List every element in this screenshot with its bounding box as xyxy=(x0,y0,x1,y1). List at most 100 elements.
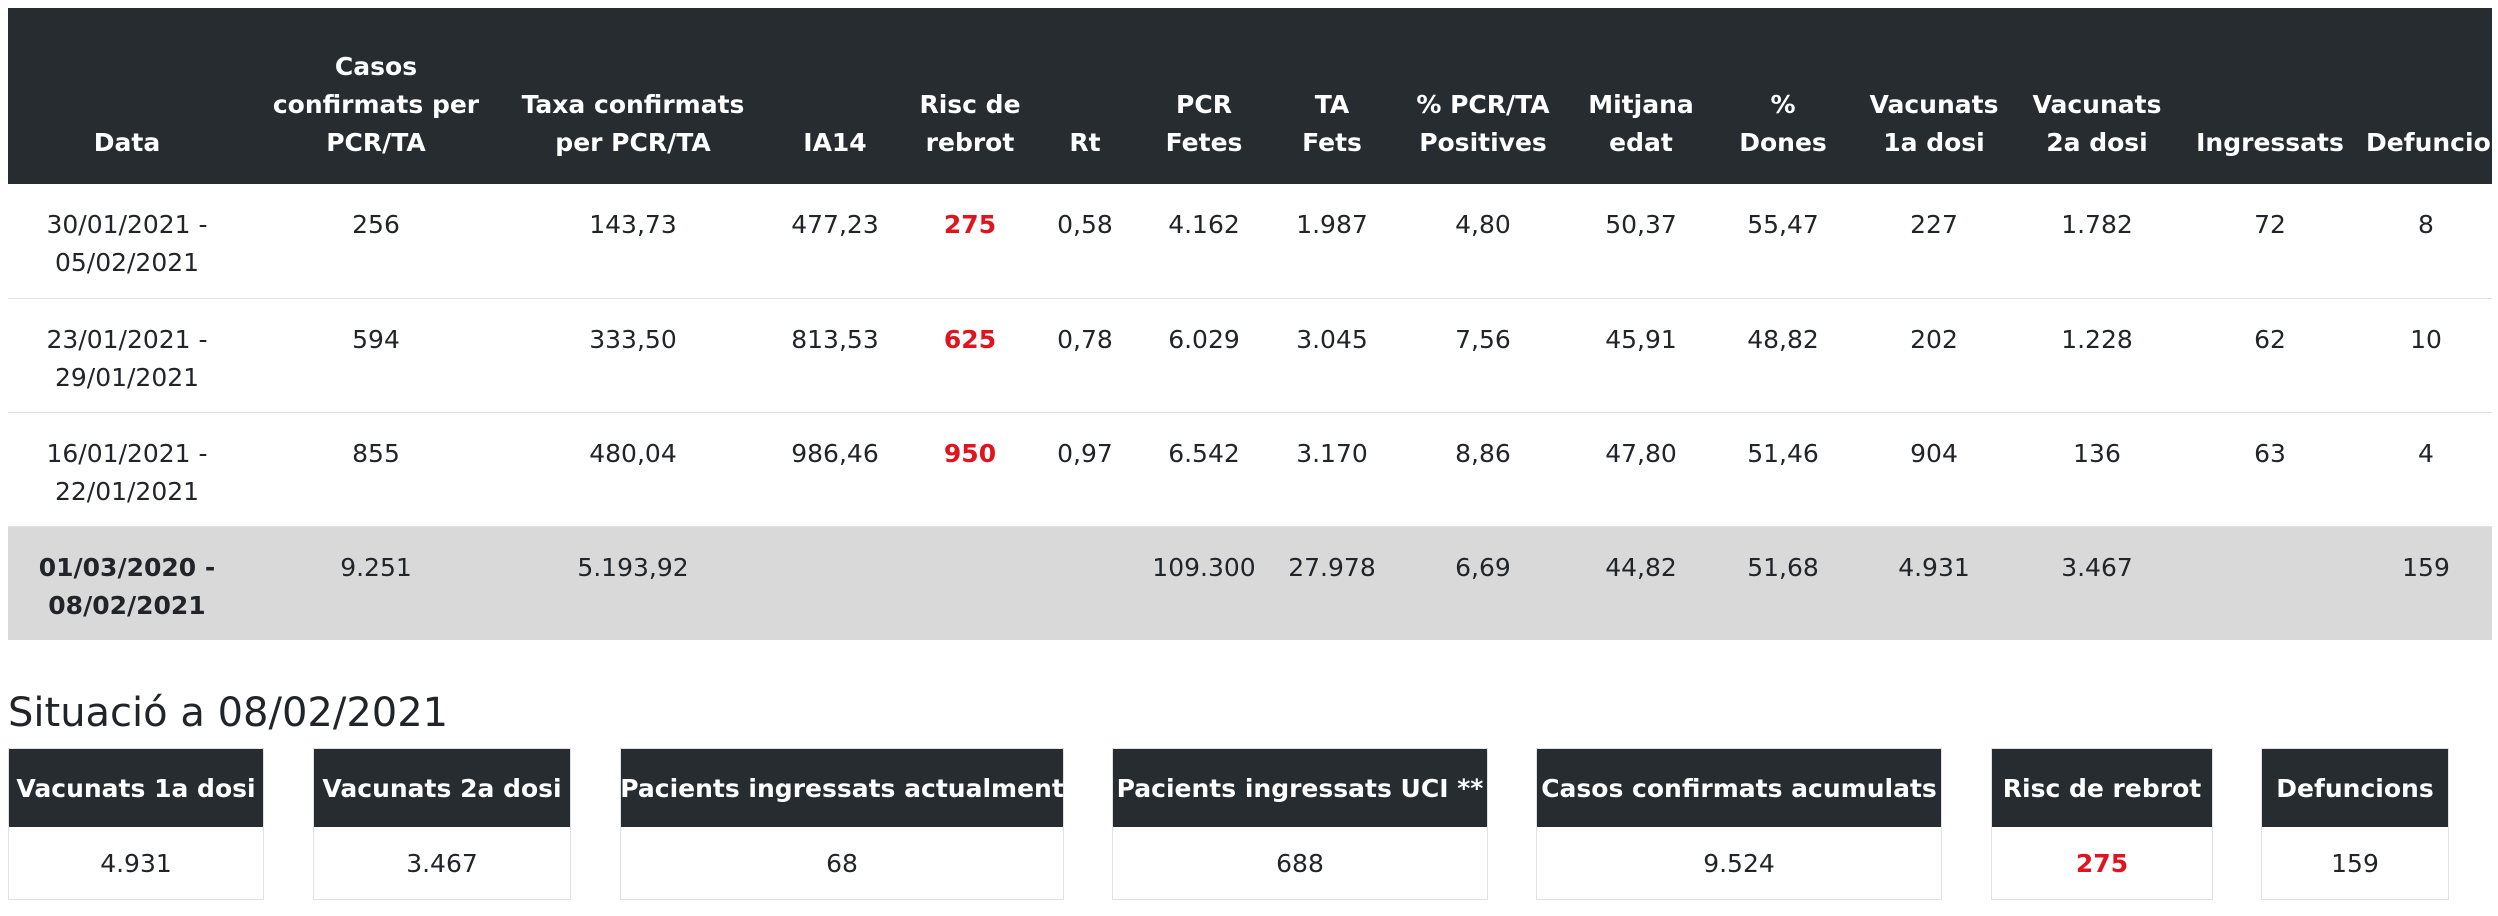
cell-vaccinated-2nd: 136 xyxy=(2014,411,2180,526)
cell-confirmed-cases: 594 xyxy=(246,297,506,412)
card-label: Vacunats 2a dosi xyxy=(314,749,570,827)
weekly-data-table: Data Casos confirmats per PCR/TA Taxa conf… xyxy=(8,8,2498,640)
table-row: 23/01/2021 -29/01/2021 594 333,50 813,53… xyxy=(8,297,2492,412)
table-row: 16/01/2021 -22/01/2021 855 480,04 986,46… xyxy=(8,411,2492,526)
cell-admitted: 72 xyxy=(2254,210,2286,239)
cell-confirmed-cases: 256 xyxy=(352,210,400,239)
card-cumulative-cases: Casos confirmats acumulats 9.524 xyxy=(1536,748,1942,900)
col-header-admitted: Ingressats xyxy=(2180,8,2360,184)
card-deaths: Defuncions 159 xyxy=(2261,748,2449,900)
card-label: Risc de rebrot xyxy=(1992,749,2212,827)
cell-mean-age: 50,37 xyxy=(1605,210,1677,239)
col-header-date: Data xyxy=(8,8,246,184)
cell-mean-age: 44,82 xyxy=(1570,525,1712,640)
cell-ta-done: 1.987 xyxy=(1296,210,1368,239)
col-header-women-pct: % Dones xyxy=(1712,8,1854,184)
col-header-rt: Rt xyxy=(1030,8,1140,184)
card-outbreak-risk: Risc de rebrot 275 xyxy=(1991,748,2213,900)
col-header-ia14: IA14 xyxy=(760,8,910,184)
cell-rt xyxy=(1030,525,1140,640)
card-value: 275 xyxy=(2075,848,2129,878)
cell-outbreak-risk: 625 xyxy=(910,297,1030,412)
card-label: Pacients ingressats UCI ** xyxy=(1113,749,1487,827)
cell-date: 16/01/2021 -22/01/2021 xyxy=(8,411,246,526)
card-vaccinated-2nd: Vacunats 2a dosi 3.467 xyxy=(313,748,571,900)
card-label: Vacunats 1a dosi xyxy=(9,749,263,827)
cell-outbreak-risk xyxy=(910,525,1030,640)
cell-confirmed-rate: 480,04 xyxy=(506,411,760,526)
col-header-mean-age: Mitjana edat xyxy=(1570,8,1712,184)
cell-women-pct: 51,68 xyxy=(1712,525,1854,640)
cell-pcr-done: 4.162 xyxy=(1168,210,1240,239)
cell-ia14 xyxy=(760,525,910,640)
cell-date: 30/01/2021 -05/02/2021 xyxy=(46,210,208,277)
cell-ta-done: 3.170 xyxy=(1268,411,1396,526)
cell-date: 23/01/2021 -29/01/2021 xyxy=(8,297,246,412)
cell-vaccinated-2nd: 3.467 xyxy=(2014,525,2180,640)
card-value: 9.524 xyxy=(1703,848,1775,878)
cell-ia14: 986,46 xyxy=(760,411,910,526)
cell-deaths: 159 xyxy=(2360,525,2492,640)
card-patients-admitted: Pacients ingressats actualment 68 xyxy=(620,748,1064,900)
cell-pcr-done: 6.029 xyxy=(1140,297,1268,412)
cell-ia14: 477,23 xyxy=(791,210,879,239)
card-value: 4.931 xyxy=(100,848,172,878)
cell-confirmed-rate: 5.193,92 xyxy=(506,525,760,640)
cell-admitted: 62 xyxy=(2180,297,2360,412)
cell-confirmed-cases: 9.251 xyxy=(246,525,506,640)
cell-mean-age: 47,80 xyxy=(1570,411,1712,526)
cell-pcr-done: 109.300 xyxy=(1140,525,1268,640)
cell-vaccinated-2nd: 1.782 xyxy=(2061,210,2133,239)
cell-deaths: 4 xyxy=(2360,411,2492,526)
cell-mean-age: 45,91 xyxy=(1570,297,1712,412)
situation-title: Situació a 08/02/2021 xyxy=(8,690,449,736)
cell-confirmed-cases: 855 xyxy=(246,411,506,526)
cell-vaccinated-1st: 4.931 xyxy=(1854,525,2014,640)
card-value: 68 xyxy=(826,848,858,878)
cell-women-pct: 51,46 xyxy=(1712,411,1854,526)
table-header-row: Data Casos confirmats per PCR/TA Taxa conf… xyxy=(8,8,2498,184)
cell-positive-pct: 4,80 xyxy=(1455,210,1511,239)
cell-positive-pct: 7,56 xyxy=(1396,297,1570,412)
cell-ia14: 813,53 xyxy=(760,297,910,412)
col-header-positive-pct: % PCR/TA Positives xyxy=(1396,8,1570,184)
cell-ta-done: 27.978 xyxy=(1268,525,1396,640)
card-vaccinated-1st: Vacunats 1a dosi 4.931 xyxy=(8,748,264,900)
table-row: 30/01/2021 -05/02/2021 256 143,73 477,23… xyxy=(8,184,2492,298)
col-header-ta-done: TA Fets xyxy=(1268,8,1396,184)
cell-positive-pct: 8,86 xyxy=(1396,411,1570,526)
cell-outbreak-risk: 950 xyxy=(910,411,1030,526)
card-label: Defuncions xyxy=(2262,749,2448,827)
card-label: Casos confirmats acumulats xyxy=(1537,749,1941,827)
cell-admitted xyxy=(2180,525,2360,640)
col-header-outbreak-risk: Risc de rebrot xyxy=(910,8,1030,184)
cell-outbreak-risk: 275 xyxy=(943,210,997,239)
card-patients-icu: Pacients ingressats UCI ** 688 xyxy=(1112,748,1488,900)
card-value: 159 xyxy=(2331,848,2379,878)
cell-vaccinated-1st: 227 xyxy=(1910,210,1958,239)
cell-deaths: 8 xyxy=(2418,210,2434,239)
cell-vaccinated-1st: 904 xyxy=(1854,411,2014,526)
col-header-deaths: Defuncions xyxy=(2360,8,2498,184)
cell-positive-pct: 6,69 xyxy=(1396,525,1570,640)
cell-pcr-done: 6.542 xyxy=(1140,411,1268,526)
cell-women-pct: 48,82 xyxy=(1712,297,1854,412)
card-label: Pacients ingressats actualment xyxy=(620,749,1064,827)
card-value: 3.467 xyxy=(406,848,478,878)
table-total-row: 01/03/2020 -08/02/2021 9.251 5.193,92 10… xyxy=(8,525,2492,640)
cell-date: 01/03/2020 -08/02/2021 xyxy=(8,525,246,640)
cell-deaths: 10 xyxy=(2360,297,2492,412)
card-value: 688 xyxy=(1276,848,1324,878)
cell-confirmed-rate: 333,50 xyxy=(506,297,760,412)
cell-admitted: 63 xyxy=(2180,411,2360,526)
cell-vaccinated-1st: 202 xyxy=(1854,297,2014,412)
cell-vaccinated-2nd: 1.228 xyxy=(2014,297,2180,412)
col-header-confirmed-rate: Taxa confirmats per PCR/TA xyxy=(506,8,760,184)
col-header-vaccinated-1st: Vacunats 1a dosi xyxy=(1854,8,2014,184)
col-header-vaccinated-2nd: Vacunats 2a dosi xyxy=(2014,8,2180,184)
cell-rt: 0,78 xyxy=(1030,297,1140,412)
cell-rt: 0,58 xyxy=(1057,210,1113,239)
col-header-pcr-done: PCR Fetes xyxy=(1140,8,1268,184)
col-header-confirmed-cases: Casos confirmats per PCR/TA xyxy=(246,8,506,184)
cell-confirmed-rate: 143,73 xyxy=(589,210,677,239)
